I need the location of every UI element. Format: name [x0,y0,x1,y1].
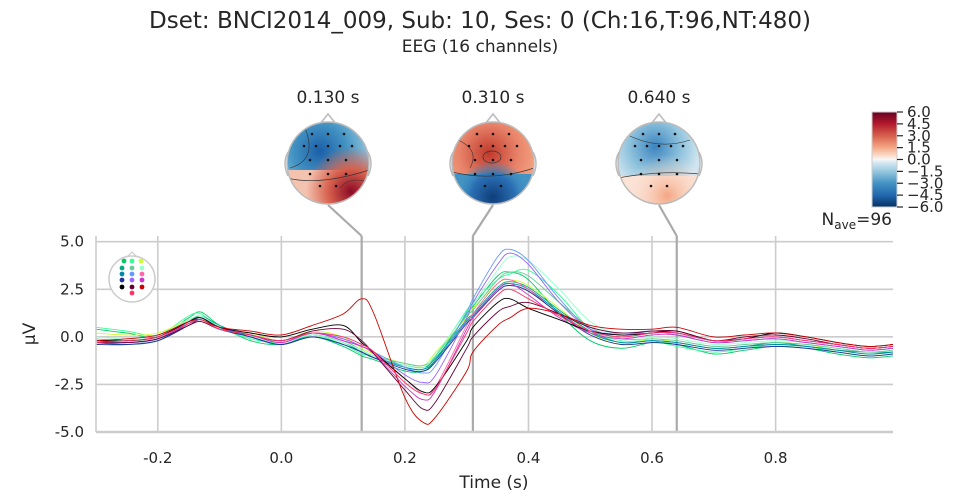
x-tick-label-0: -0.2 [143,449,172,467]
channel-trace-14 [96,301,893,411]
x-tick-label-5: 0.8 [764,449,788,467]
topomap-head-3 [615,112,703,205]
topomap-label-3: 0.640 s [628,88,691,108]
topomap-connector-3 [658,204,678,237]
x-axis-label: Time (s) [458,473,528,493]
x-tick-label-4: 0.6 [640,449,664,467]
colorbar-tick-label-5: −1.5 [907,162,943,180]
topomap-head-2 [449,112,537,205]
sensor-dot-4 [119,265,125,271]
colorbar: 6.04.53.01.50.0−1.5−3.0−4.5−6.0 [871,103,943,216]
channel-trace-13 [96,297,893,394]
colorbar-tick-label-4: 0.0 [907,151,931,169]
topomap-connector-1 [327,204,363,237]
sensor-dot-9 [139,271,145,277]
figure-title: Dset: BNCI2014_009, Sub: 10, Ses: 0 (Ch:… [149,8,811,34]
x-tick-label-2: 0.2 [393,449,417,467]
x-tick-label-3: 0.4 [517,449,541,467]
sensor-dot-15 [139,284,145,290]
topomap-connector-2 [471,204,494,237]
channel-trace-12 [96,282,893,401]
topomap-label-1: 0.130 s [297,88,360,108]
colorbar-tick-label-0: 6.0 [907,103,931,121]
sensor-dot-2 [129,258,135,264]
x-tick-label-1: 0.0 [269,449,293,467]
channel-trace-11 [96,252,893,384]
channel-trace-16 [96,288,893,396]
channel-trace-7 [96,283,893,371]
colorbar-tick-label-7: −4.5 [907,186,943,204]
sensor-dot-16 [129,290,135,296]
topomap-head-1 [284,112,372,205]
plot-area: -0.2 0.0 0.2 0.4 0.6 0.8 -5.0 -2.5 0.0 2.5 5.0 [55,204,893,467]
y-tick-label-0: -5.0 [55,423,84,441]
channel-trace-2 [96,268,893,371]
sensor-inset [108,251,156,303]
sensor-dot-6 [139,265,145,271]
channel-trace-15 [96,298,893,425]
nave-annotation: Nave=96 [822,210,892,232]
y-tick-label-3: 2.5 [60,280,84,298]
sensor-dot-14 [129,284,135,290]
sensor-dot-10 [119,277,125,283]
sensor-dot-3 [138,258,144,264]
y-tick-label-2: 0.0 [60,328,84,346]
y-tick-label-1: -2.5 [55,375,84,393]
figure-subtitle: EEG (16 channels) [402,37,559,57]
y-axis-label: µV [20,322,40,345]
colorbar-tick-label-8: −6.0 [907,198,943,216]
colorbar-tick-label-2: 3.0 [907,127,931,145]
sensor-dot-1 [121,258,127,264]
sensor-dot-5 [129,265,135,271]
sensor-dot-8 [129,271,135,277]
topomap-label-2: 0.310 s [462,88,525,108]
channel-trace-8 [96,248,893,374]
colorbar-tick-label-1: 4.5 [907,115,931,133]
sensor-dot-13 [119,284,125,290]
channel-trace-6 [96,255,893,369]
sensor-dot-11 [129,277,135,283]
colorbar-tick-label-6: −3.0 [907,174,943,192]
y-tick-label-4: 5.0 [60,233,84,251]
sensor-dot-12 [139,277,145,283]
colorbar-tick-label-3: 1.5 [907,139,931,157]
sensor-dot-7 [119,271,125,277]
